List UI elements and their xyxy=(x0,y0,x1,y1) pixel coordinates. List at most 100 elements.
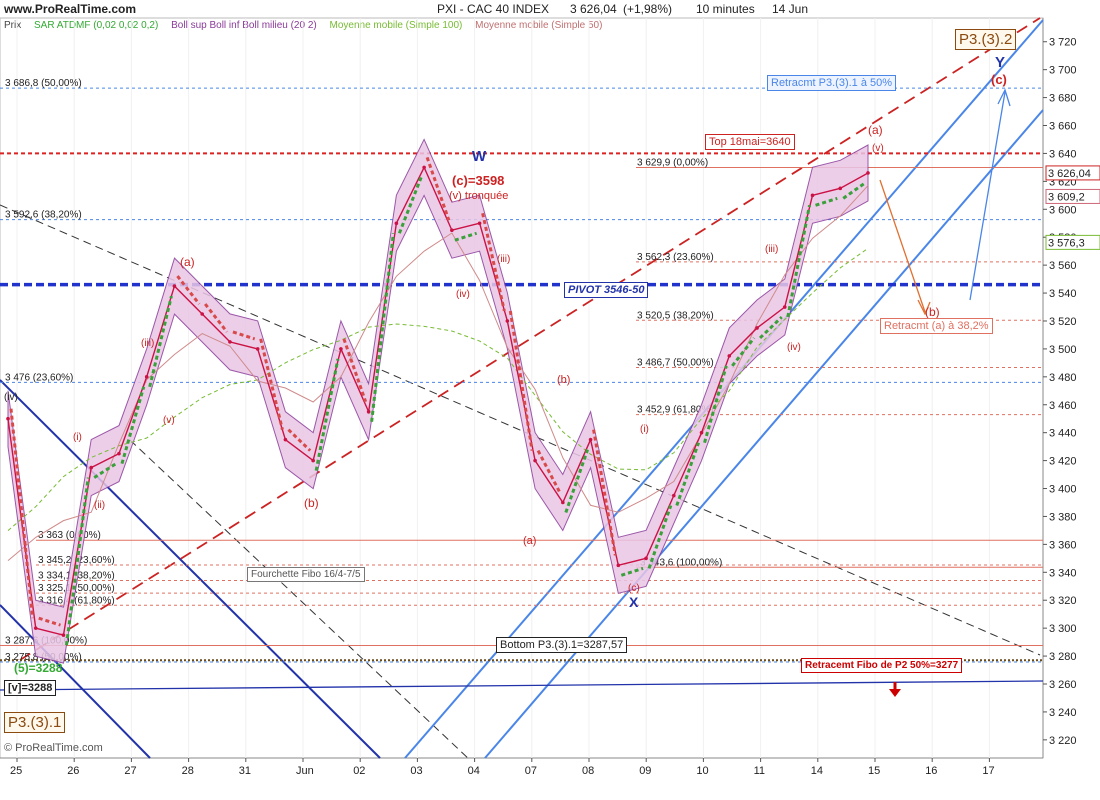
fibo-level-label: 3 562,3 (23,60%) xyxy=(637,252,714,263)
x-axis-labels: 25 26 27 28 31 Jun 02 03 04 07 08 09 10 11 14 15 16 17 xyxy=(10,758,995,777)
sar-segment xyxy=(536,449,562,494)
y-tick-label: 3 440 xyxy=(1049,428,1077,440)
label-w: W xyxy=(472,148,487,165)
y-tick-label: 3 420 xyxy=(1049,456,1077,468)
sar-segment xyxy=(64,477,90,646)
x-tick-label: 16 xyxy=(925,765,937,777)
sar-segment xyxy=(204,303,229,333)
last-price: 3 626,04 xyxy=(570,2,617,16)
y-tick-label: 3 260 xyxy=(1049,679,1077,691)
price-point xyxy=(505,319,510,323)
indicator-legend: Prix SAR ATDMF (0,02 0,02 0,2) Boll sup … xyxy=(4,20,612,34)
y-tick-label: 3 220 xyxy=(1049,735,1077,747)
x-tick-label: 14 xyxy=(811,765,823,777)
label-i-left: (i) xyxy=(73,432,82,443)
label-iv-mid: (iv) xyxy=(456,289,470,300)
date-label: 14 Jun xyxy=(772,2,809,16)
legend-prix: Prix xyxy=(4,20,22,31)
x-tick-label: 26 xyxy=(67,765,79,777)
label-ii-left: (ii) xyxy=(94,500,106,511)
y-tick-label: 3 280 xyxy=(1049,651,1077,663)
price-point xyxy=(727,354,732,358)
sar-segment xyxy=(176,275,201,305)
label-b-right: (b) xyxy=(925,305,940,319)
price-point xyxy=(117,451,121,456)
price-change: (+1,98%) xyxy=(623,2,673,16)
retr-p2-box: Retracemt Fibo de P2 50%=3277 xyxy=(801,658,963,673)
y-tick-label: 3 680 xyxy=(1049,93,1077,105)
retr-p3-box: Retracmt P3.(3).1 à 50% xyxy=(767,75,897,91)
site-url[interactable]: www.ProRealTime.com xyxy=(4,2,137,16)
sar-segment xyxy=(786,205,811,318)
price-point xyxy=(533,458,537,463)
label-a-right: (a) xyxy=(868,123,883,137)
title-bar: www.ProRealTime.com PXI - CAC 40 INDEX 3… xyxy=(0,0,1100,18)
price-point xyxy=(144,375,149,379)
fibo-level-label: 3 476 (23,60%) xyxy=(5,372,73,383)
price-point xyxy=(477,221,482,226)
x-tick-label: 25 xyxy=(10,765,22,777)
label-y: Y xyxy=(995,54,1006,71)
price-point xyxy=(588,437,593,442)
fibo-level-label: 3 592,6 (38,20%) xyxy=(5,210,82,221)
price-tag-box xyxy=(1045,165,1100,181)
fibo-level-label: 3 486,7 (50,00%) xyxy=(637,357,714,368)
label-b-mid: (b) xyxy=(557,374,571,386)
legend-mm100: Moyenne mobile (Simple 100) xyxy=(329,20,463,31)
sar-segment xyxy=(481,212,506,312)
label-wave5: (5)=3288 xyxy=(14,661,63,675)
y-tick-label: 3 400 xyxy=(1049,484,1077,496)
x-tick-label: 15 xyxy=(868,765,880,777)
y-axis-labels: 3 220 3 240 3 260 3 280 3 300 3 320 3 340 3 360… xyxy=(1043,37,1077,747)
price-point xyxy=(838,186,843,191)
x-tick-label: 10 xyxy=(696,765,708,777)
price-point xyxy=(616,563,621,568)
x-tick-label: 09 xyxy=(639,765,651,777)
label-iii-right: (iii) xyxy=(765,244,779,255)
bottom-box: Bottom P3.(3).1=3287,57 xyxy=(496,637,628,653)
watermark: © ProRealTime.com xyxy=(4,742,103,754)
y-tick-label: 3 320 xyxy=(1049,595,1077,607)
y-tick-label: 3 560 xyxy=(1049,260,1077,272)
price-tags: 3 626,04 3 609,2 3 576,3 xyxy=(1045,165,1100,250)
price-point xyxy=(394,221,399,226)
label-a-mid: (a) xyxy=(523,535,537,547)
price-point xyxy=(644,556,648,561)
instrument-title: PXI - CAC 40 INDEX xyxy=(437,2,550,16)
price-line xyxy=(7,165,869,636)
pivot-box: PIVOT 3546-50 xyxy=(564,282,649,298)
label-v-small: (v) xyxy=(872,143,884,154)
x-tick-label: 03 xyxy=(410,765,422,777)
dashed-trend-2 xyxy=(129,439,471,761)
fibo-level-label: 3 316,4 (61,80%) xyxy=(38,595,115,606)
price-point xyxy=(672,493,676,498)
sar-segment xyxy=(38,616,61,627)
price-point xyxy=(366,409,371,414)
price-tag-box xyxy=(1045,234,1100,250)
red-dashed-trend xyxy=(19,17,1041,661)
x-tick-label: 31 xyxy=(239,765,251,777)
legend-boll: Boll sup Boll inf Boll milieu (20 2) xyxy=(171,20,317,31)
y-tick-label: 3 720 xyxy=(1049,37,1077,49)
fibo-level-label: 3 452,9 (61,80%) xyxy=(637,405,714,416)
y-tick-label: 3 700 xyxy=(1049,65,1077,77)
label-c3598: (c)=3598 xyxy=(452,173,505,188)
y-tick-label: 3 480 xyxy=(1049,372,1077,384)
price-point xyxy=(6,416,10,421)
sar-segment xyxy=(758,315,783,340)
fibo-level-label: 3 363 (0,00%) xyxy=(38,530,101,541)
y-tick-label: 3 520 xyxy=(1049,316,1077,328)
y-tick-label: 3 460 xyxy=(1049,400,1077,412)
x-tick-label: 11 xyxy=(754,765,765,777)
label-c-top: (c) xyxy=(991,72,1007,87)
x-tick-label: 27 xyxy=(124,765,136,777)
label-x: X xyxy=(629,594,639,610)
v3288-box: [v]=3288 xyxy=(4,680,57,696)
y-tick-label: 3 300 xyxy=(1049,623,1077,635)
retr-a-box: Retracmt (a) à 38,2% xyxy=(880,318,993,334)
y-tick-label: 3 380 xyxy=(1049,511,1077,523)
price-point xyxy=(422,165,426,170)
y-tick-label: 3 340 xyxy=(1049,567,1077,579)
label-iii-mid: (iii) xyxy=(497,254,511,265)
